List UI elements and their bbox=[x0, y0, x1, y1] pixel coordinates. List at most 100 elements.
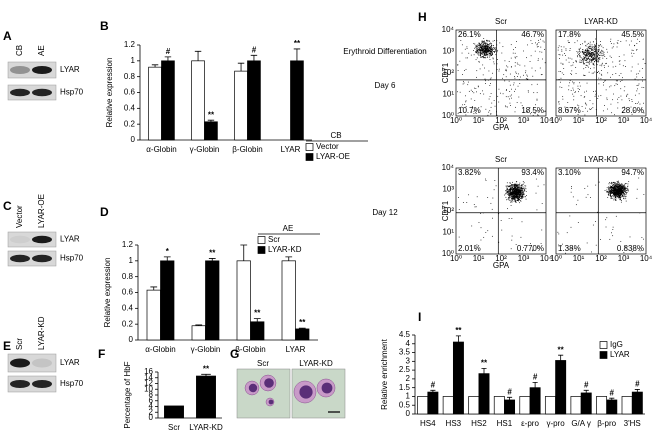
y-tick-label: 4 bbox=[406, 339, 411, 348]
flow-dot bbox=[516, 194, 517, 196]
flow-dot bbox=[505, 193, 507, 195]
flow-dot bbox=[488, 47, 490, 49]
flow-dot bbox=[488, 98, 490, 100]
flow-dot bbox=[537, 247, 538, 249]
flow-dot bbox=[507, 188, 509, 190]
flow-dot bbox=[484, 67, 485, 69]
flow-dot bbox=[577, 85, 579, 87]
flow-dot bbox=[489, 47, 491, 48]
flow-dot bbox=[598, 45, 600, 47]
flow-dot bbox=[461, 52, 463, 54]
flow-dot bbox=[593, 55, 595, 57]
flow-dot bbox=[482, 74, 484, 76]
flow-dot bbox=[519, 190, 521, 192]
flow-dot bbox=[618, 60, 620, 62]
flow-dot bbox=[481, 49, 483, 51]
legend-label: Vector bbox=[316, 142, 339, 151]
bar bbox=[146, 289, 161, 341]
bar bbox=[148, 66, 162, 141]
flow-dot bbox=[493, 51, 495, 52]
flow-dot bbox=[577, 222, 579, 223]
lane-label: LYAR-OE bbox=[37, 194, 46, 228]
panel-label: G bbox=[230, 347, 239, 361]
flow-dot bbox=[484, 57, 486, 58]
flow-dot bbox=[491, 54, 493, 56]
flow-dot bbox=[516, 185, 518, 187]
flow-dot bbox=[611, 190, 613, 192]
flow-dot bbox=[597, 61, 599, 63]
flow-dot bbox=[608, 189, 610, 190]
flow-dot bbox=[524, 189, 526, 191]
flow-dot bbox=[527, 91, 529, 93]
flow-dot bbox=[585, 55, 587, 57]
flow-dot bbox=[619, 190, 621, 192]
flow-dot bbox=[490, 50, 491, 52]
flow-dot bbox=[600, 54, 602, 56]
flow-dot bbox=[615, 197, 617, 198]
flow-dot bbox=[593, 54, 594, 56]
flow-dot bbox=[569, 42, 570, 43]
flow-dot bbox=[531, 67, 533, 69]
flow-dot bbox=[542, 40, 544, 42]
flow-dot bbox=[485, 54, 487, 56]
flow-dot bbox=[517, 197, 519, 199]
blot-band bbox=[32, 254, 52, 263]
flow-dot bbox=[477, 48, 479, 50]
flow-dot bbox=[481, 49, 483, 51]
flow-dot bbox=[466, 48, 468, 49]
flow-dot bbox=[621, 194, 623, 196]
flow-dot bbox=[507, 185, 509, 187]
flow-dot bbox=[583, 53, 585, 55]
flow-dot bbox=[489, 53, 491, 55]
flow-dot bbox=[516, 188, 518, 190]
flow-dot bbox=[614, 193, 616, 195]
flow-dot bbox=[570, 186, 572, 187]
flow-dot bbox=[618, 188, 620, 190]
flow-dot bbox=[492, 72, 494, 74]
flow-dot bbox=[487, 56, 488, 58]
flow-dot bbox=[613, 187, 615, 189]
flow-dot bbox=[480, 46, 482, 47]
flow-dot bbox=[507, 106, 509, 108]
flow-dot bbox=[624, 188, 625, 189]
flow-dot bbox=[508, 185, 510, 187]
flow-dot bbox=[491, 48, 492, 50]
flow-dot bbox=[484, 48, 486, 50]
flow-dot bbox=[507, 198, 509, 200]
flow-dot bbox=[509, 91, 511, 92]
flow-dot bbox=[585, 55, 587, 57]
flow-dot bbox=[502, 77, 503, 79]
flow-dot bbox=[464, 95, 466, 97]
flow-dot bbox=[537, 60, 539, 61]
flow-dot bbox=[491, 54, 493, 56]
flow-dot bbox=[583, 63, 585, 65]
bar bbox=[442, 396, 454, 415]
flow-dot bbox=[510, 198, 512, 200]
flow-dot bbox=[595, 57, 597, 58]
x-tick-label: 10⁴ bbox=[640, 254, 653, 263]
flow-dot bbox=[569, 50, 571, 51]
flow-dot bbox=[588, 54, 589, 55]
flow-dot bbox=[590, 61, 592, 63]
flow-dot bbox=[601, 55, 603, 57]
flow-dot bbox=[517, 191, 518, 193]
flow-dot bbox=[490, 42, 492, 44]
flow-dot bbox=[536, 83, 538, 85]
flow-dot bbox=[494, 48, 495, 50]
flow-dot bbox=[510, 185, 511, 186]
flow-dot bbox=[560, 71, 562, 72]
flow-dot bbox=[494, 39, 495, 41]
x-tick-label: 10¹ bbox=[573, 116, 585, 125]
x-tick-label: α-Globin bbox=[145, 345, 175, 354]
flow-dot bbox=[624, 194, 625, 196]
flow-dot bbox=[618, 197, 620, 199]
flow-dot bbox=[601, 52, 603, 54]
flow-dot bbox=[486, 50, 488, 52]
flow-dot bbox=[624, 188, 626, 190]
flow-dot bbox=[588, 52, 590, 54]
flow-dot bbox=[565, 48, 567, 50]
flow-dot bbox=[519, 194, 521, 195]
flow-dot bbox=[579, 53, 580, 54]
flow-dot bbox=[481, 44, 483, 46]
flow-dot bbox=[508, 197, 509, 199]
